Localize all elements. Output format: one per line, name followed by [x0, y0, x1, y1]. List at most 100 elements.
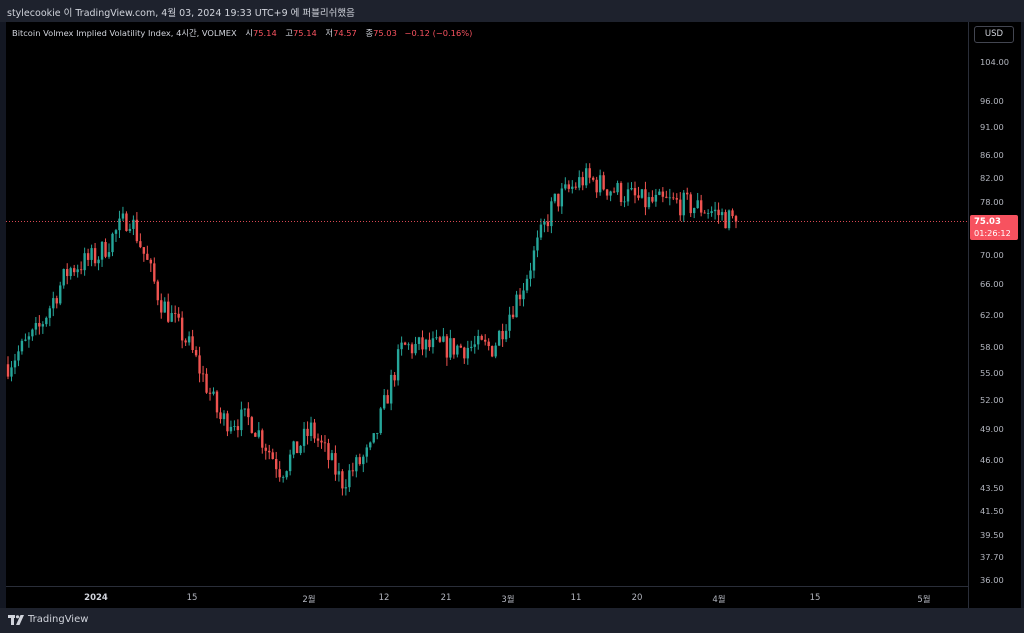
- candle-body: [581, 177, 584, 186]
- candle-body: [90, 248, 93, 260]
- candle-body: [285, 471, 288, 478]
- candle-body: [261, 430, 264, 448]
- candle-body: [334, 453, 337, 475]
- candle-body: [633, 188, 637, 196]
- candle-body: [170, 313, 173, 322]
- time-tick: 11: [570, 593, 582, 603]
- candle-body: [86, 253, 90, 260]
- candle-body: [706, 212, 710, 214]
- candle-body: [494, 345, 497, 357]
- currency-button[interactable]: USD: [974, 26, 1014, 43]
- price-tick: 43.50: [980, 482, 1004, 493]
- candle-body: [160, 300, 163, 313]
- time-tick: 20: [631, 593, 643, 603]
- candle-body: [591, 177, 595, 180]
- candle-body: [651, 197, 654, 202]
- candle-body: [484, 339, 487, 342]
- candle-body: [456, 345, 459, 355]
- candle-body: [173, 313, 177, 314]
- candle-body: [428, 339, 431, 348]
- candle-body: [344, 487, 348, 489]
- candle-body: [727, 210, 731, 229]
- candle-body: [146, 253, 149, 260]
- price-tick: 96.00: [980, 96, 1004, 107]
- candle-body: [480, 335, 483, 340]
- candle-body: [703, 212, 706, 214]
- candle-body: [313, 422, 316, 439]
- candle-body: [724, 212, 727, 229]
- candle-body: [156, 281, 159, 301]
- price-tick: 66.00: [980, 279, 1004, 290]
- candle-body: [501, 331, 504, 340]
- price-axis[interactable]: USD 104.00 96.00 91.00 86.00 82.00 78.00 70.00…: [968, 22, 1021, 608]
- time-axis[interactable]: 2024 15 2월 12 21 3월 11 20 4월 15 5월: [6, 586, 968, 609]
- chart-legend: Bitcoin Volmex Implied Volatility Index,…: [12, 27, 472, 39]
- price-tick: 37.70: [980, 552, 1004, 563]
- candle-body: [351, 470, 355, 472]
- candle-body: [93, 248, 97, 264]
- candle-body: [306, 428, 309, 436]
- candle-body: [470, 346, 473, 348]
- price-tick: 55.00: [980, 368, 1004, 379]
- candle-body: [630, 188, 633, 190]
- tradingview-brand[interactable]: TradingView: [8, 614, 88, 625]
- candle-body: [83, 253, 86, 271]
- candle-body: [309, 422, 313, 436]
- candle-body: [27, 336, 31, 340]
- tradingview-logo-icon: [8, 614, 24, 625]
- candle-body: [522, 290, 525, 300]
- chart-plot-area[interactable]: Bitcoin Volmex Implied Volatility Index,…: [6, 22, 968, 586]
- candles: [6, 163, 738, 496]
- candle-body: [222, 413, 226, 420]
- time-tick: 3월: [501, 595, 515, 605]
- candle-body: [588, 168, 591, 178]
- legend-low-value: 74.57: [333, 28, 357, 38]
- time-tick: 15: [186, 593, 198, 603]
- candle-body: [473, 344, 476, 347]
- candle-body: [79, 269, 83, 271]
- candle-body: [55, 298, 58, 304]
- candle-body: [275, 458, 278, 470]
- candle-body: [543, 221, 546, 225]
- candle-body: [184, 340, 187, 343]
- candle-body: [647, 197, 651, 208]
- candle-body: [564, 184, 567, 189]
- candle-body: [438, 337, 442, 342]
- candle-body: [257, 430, 260, 437]
- candle-body: [720, 212, 724, 216]
- legend-change: −0.12 (−0.16%): [404, 28, 473, 38]
- candle-body: [539, 224, 543, 238]
- candle-body: [52, 298, 55, 309]
- candle-body: [31, 329, 34, 337]
- candlestick-chart[interactable]: [6, 22, 968, 586]
- candle-body: [205, 373, 208, 393]
- candle-body: [69, 268, 72, 277]
- price-tick: 78.00: [980, 197, 1004, 208]
- candle-body: [316, 438, 320, 441]
- candle-body: [59, 285, 62, 304]
- candle-body: [100, 241, 104, 260]
- candle-body: [550, 201, 553, 227]
- candle-body: [372, 433, 375, 443]
- price-tick: 41.50: [980, 505, 1004, 516]
- candle-body: [546, 221, 550, 227]
- candle-body: [571, 186, 574, 189]
- candle-body: [536, 237, 539, 251]
- time-tick: 12: [378, 593, 390, 603]
- candle-body: [605, 189, 609, 196]
- candle-body: [24, 339, 27, 341]
- candle-body: [327, 443, 330, 460]
- candle-body: [654, 194, 658, 202]
- legend-close-label: 종: [365, 28, 374, 38]
- candle-body: [111, 233, 114, 253]
- candle-body: [13, 360, 17, 368]
- candle-body: [376, 433, 379, 434]
- time-tick: 2024: [84, 593, 108, 603]
- candle-body: [508, 314, 511, 331]
- price-tick: 58.00: [980, 342, 1004, 353]
- candle-body: [731, 210, 734, 217]
- candle-body: [382, 395, 386, 409]
- candle-body: [48, 308, 51, 318]
- chart-frame: Bitcoin Volmex Implied Volatility Index,…: [6, 22, 1021, 609]
- candle-body: [598, 175, 602, 193]
